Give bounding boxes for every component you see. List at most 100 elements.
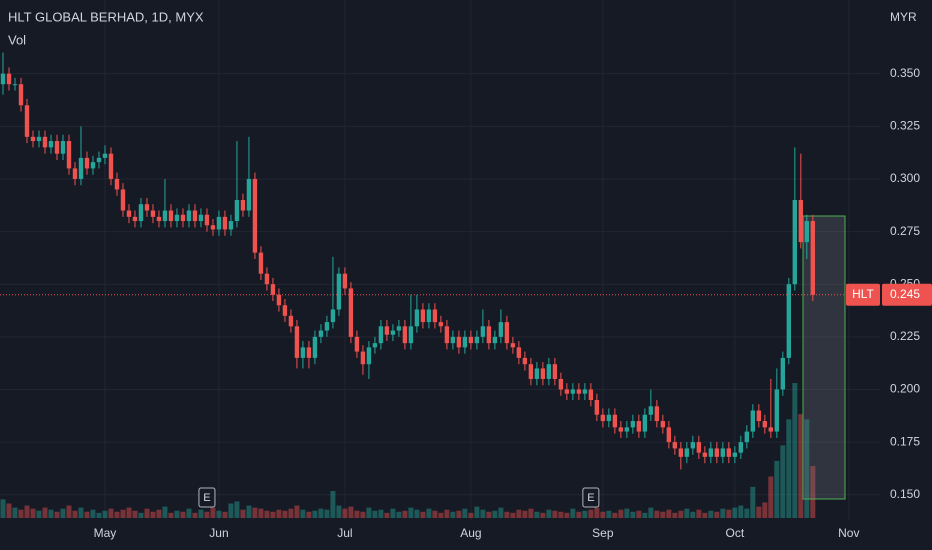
candle-body	[162, 210, 168, 222]
volume-bar	[528, 508, 534, 518]
volume-bar	[564, 512, 570, 518]
candle-body	[192, 210, 198, 222]
volume-bar	[618, 509, 624, 518]
candle-body	[510, 343, 516, 348]
candle-body	[270, 284, 276, 295]
y-tick-label: 0.275	[890, 224, 920, 238]
candle-body	[348, 288, 354, 337]
y-tick-label: 0.175	[890, 434, 920, 448]
volume-bar	[276, 509, 282, 518]
candle-body	[174, 214, 180, 222]
volume-bar	[390, 508, 396, 518]
candle-body	[564, 389, 570, 394]
volume-bar	[702, 512, 708, 518]
candle-body	[660, 421, 666, 428]
volume-bar	[654, 510, 660, 518]
volume-bar	[48, 509, 54, 518]
volume-bar	[114, 511, 120, 518]
candle-body	[534, 368, 540, 379]
candle-body	[114, 178, 120, 190]
candle-body	[648, 406, 654, 415]
candle-body	[474, 336, 480, 344]
volume-bar	[342, 508, 348, 518]
volume-bar	[30, 508, 36, 518]
volume-bar	[294, 505, 300, 518]
candle-body	[252, 178, 258, 253]
volume-bar	[90, 509, 96, 518]
volume-bar	[780, 445, 786, 518]
volume-bar	[168, 512, 174, 518]
candle-body	[570, 389, 576, 394]
candle-body	[552, 364, 558, 379]
volume-bar	[402, 510, 408, 518]
volume-bar	[522, 510, 528, 518]
candle-body	[588, 389, 594, 400]
volume-bar	[738, 505, 744, 518]
candle-body	[798, 200, 804, 243]
candle-body	[690, 442, 696, 449]
candle-body	[84, 157, 90, 169]
volume-bar	[288, 508, 294, 518]
symbol-tag	[846, 283, 880, 306]
candle-body	[612, 414, 618, 428]
candle-body	[708, 448, 714, 457]
volume-bar	[300, 509, 306, 518]
candle-body	[786, 284, 792, 358]
volume-bar	[6, 503, 12, 518]
volume-bar	[720, 508, 726, 518]
candle-body	[18, 84, 24, 106]
volume-bar	[600, 511, 606, 518]
candle-body	[642, 414, 648, 432]
volume-bar	[414, 509, 420, 518]
volume-bar	[714, 511, 720, 518]
volume-bar	[504, 511, 510, 518]
candle-body	[294, 326, 300, 358]
candle-body	[300, 347, 306, 358]
volume-bar	[84, 511, 90, 518]
volume-bar	[666, 509, 672, 518]
volume-bar	[540, 512, 546, 518]
candle-body	[678, 448, 684, 457]
candle-body	[12, 84, 18, 86]
volume-bar	[174, 510, 180, 518]
volume-bar	[132, 510, 138, 518]
volume-bar	[444, 509, 450, 518]
candle-body	[306, 347, 312, 358]
candle-body	[618, 427, 624, 432]
volume-bar	[798, 414, 804, 518]
volume-bar	[774, 460, 780, 518]
candle-body	[444, 326, 450, 344]
volume-bar	[510, 512, 516, 518]
candle-body	[126, 210, 132, 217]
volume-bar	[270, 511, 276, 518]
volume-bar	[144, 508, 150, 518]
candle-body	[624, 427, 630, 432]
candle-body	[54, 141, 60, 154]
y-tick-label: 0.150	[890, 487, 920, 501]
candle-body	[684, 448, 690, 457]
event-marker	[198, 487, 216, 508]
candle-body	[468, 336, 474, 344]
candle-body	[168, 210, 174, 222]
candle-body	[672, 442, 678, 449]
candles-layer	[0, 52, 816, 470]
candle-body	[726, 448, 732, 457]
candle-body	[24, 105, 30, 137]
candle-body	[384, 326, 390, 335]
candle-body	[750, 410, 756, 432]
volume-bar	[426, 508, 432, 518]
candle-body	[516, 347, 522, 358]
candle-body	[462, 336, 468, 348]
volume-bar	[750, 486, 756, 518]
candle-body	[258, 252, 264, 274]
price-tag	[882, 283, 932, 306]
volume-bar	[420, 511, 426, 518]
candle-body	[240, 200, 246, 211]
y-tick-label: 0.225	[890, 329, 920, 343]
candle-body	[366, 347, 372, 365]
candle-body	[432, 309, 438, 323]
candle-body	[696, 442, 702, 453]
volume-bar	[450, 511, 456, 518]
candle-body	[450, 336, 456, 344]
volume-bar	[372, 510, 378, 518]
